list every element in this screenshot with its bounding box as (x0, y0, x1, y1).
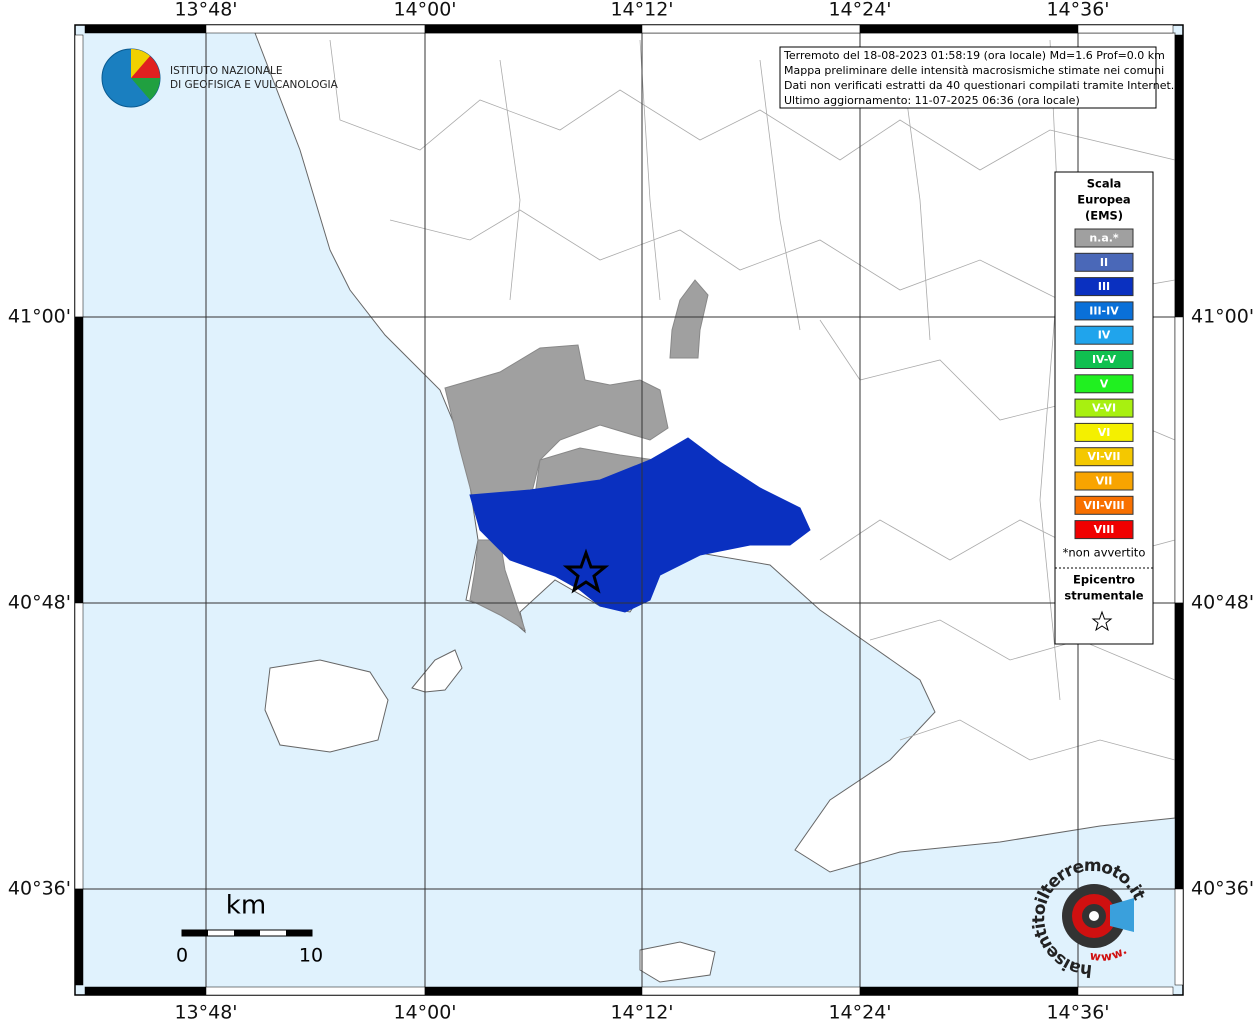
legend-label: III-IV (1089, 304, 1119, 317)
lon-label: 14°24' (828, 1002, 891, 1024)
epicenter-star (562, 548, 610, 594)
legend-footnote: *non avvertito (1063, 546, 1146, 560)
legend-label: V-VI (1092, 402, 1116, 415)
legend-label: VII (1096, 475, 1113, 488)
legend-epicenter: Epicentro (1073, 573, 1135, 587)
lon-label: 13°48' (174, 0, 237, 21)
frame-bar (74, 316, 84, 604)
area-intensity-iii (469, 437, 811, 613)
legend-star (1091, 610, 1113, 632)
legend-label: II (1100, 256, 1108, 269)
legend-swatch (1074, 447, 1134, 467)
frame-bar (74, 602, 84, 890)
frame-bar (859, 986, 1079, 996)
legend-swatch (1074, 350, 1134, 369)
frame-bar (641, 986, 861, 996)
legend-swatch (1074, 277, 1134, 297)
frame-bar (205, 986, 426, 996)
legend-label: VII-VIII (1083, 499, 1124, 512)
frame-bar (74, 888, 84, 986)
legend-label: III (1098, 280, 1110, 293)
lon-label: 13°48' (174, 1002, 237, 1024)
legend-swatch (1074, 301, 1134, 321)
logo-text: ISTITUTO NAZIONALE (170, 65, 283, 77)
frame-bar (205, 24, 426, 34)
lat-label: 40°36' (1191, 878, 1254, 900)
graticule (75, 25, 1183, 995)
lat-label: 41°00' (8, 306, 71, 328)
info-line: Terremoto del 18-08-2023 01:58:19 (ora l… (783, 49, 1165, 62)
frame-bar (1077, 24, 1174, 34)
legend-swatch (1074, 398, 1134, 418)
legend-label: IV (1098, 329, 1111, 342)
island-ischia (264, 659, 389, 753)
lon-label: 14°12' (610, 1002, 673, 1024)
frame-bar (1174, 34, 1184, 318)
frame-bar (84, 24, 207, 34)
legend-swatch (1074, 252, 1134, 272)
scale-label: 10 (299, 945, 323, 967)
ingv-logo: ISTITUTO NAZIONALE DI GEOFISICA E VULCAN… (101, 48, 339, 108)
island-capri (639, 941, 716, 983)
frame-bar (424, 986, 643, 996)
frame-bar (1174, 888, 1184, 986)
frame-bar (74, 34, 84, 318)
frame-bar (641, 24, 861, 34)
legend-swatch (1074, 374, 1134, 394)
scale-unit: km (226, 891, 266, 921)
scale-label: 0 (176, 945, 188, 967)
lon-label: 14°36' (1046, 1002, 1109, 1024)
legend-label: n.a.* (1089, 232, 1119, 245)
lon-label: 14°00' (393, 0, 456, 21)
legend-label: VI (1098, 426, 1111, 439)
frame-bar (1174, 316, 1184, 604)
info-line: Mappa preliminare delle intensità macros… (784, 64, 1164, 77)
legend-label: IV-V (1092, 353, 1117, 366)
lon-label: 14°24' (828, 0, 891, 21)
lon-label: 14°12' (610, 0, 673, 21)
frame-bar (84, 986, 207, 996)
lat-label: 40°48' (8, 592, 71, 614)
lat-label: 40°36' (8, 878, 71, 900)
frame-bars (74, 24, 1184, 996)
legend-title: (EMS) (1085, 209, 1123, 223)
lat-label: 40°48' (1191, 592, 1254, 614)
info-line: Ultimo aggiornamento: 11-07-2025 06:36 (… (784, 94, 1080, 107)
lon-label: 14°00' (393, 1002, 456, 1024)
legend-label: VIII (1094, 523, 1115, 536)
area-not-felt (669, 279, 709, 359)
legend-swatch (1074, 325, 1134, 345)
legend-label: V (1100, 377, 1109, 390)
legend-title: Europea (1077, 193, 1130, 207)
frame-bar (859, 24, 1079, 34)
info-line: Dati non verificati estratti da 40 quest… (784, 79, 1174, 92)
frame-bar (1077, 986, 1174, 996)
frame-bar (424, 24, 643, 34)
logo-text: DI GEOFISICA E VULCANOLOGIA (170, 79, 339, 91)
lat-label: 41°00' (1191, 306, 1254, 328)
legend-swatch (1074, 228, 1134, 248)
legend-swatch (1074, 520, 1134, 540)
frame-bar (1174, 602, 1184, 890)
legend-swatch (1074, 422, 1134, 442)
legend-swatch (1074, 471, 1134, 491)
scale-bar: km 0 10 (176, 891, 323, 967)
info-box (779, 46, 1157, 109)
legend-epicenter: strumentale (1064, 589, 1143, 603)
legend-label: VI-VII (1087, 450, 1120, 463)
legend-title: Scala (1087, 177, 1122, 191)
legend-swatch (1074, 495, 1134, 515)
lon-label: 14°36' (1046, 0, 1109, 21)
